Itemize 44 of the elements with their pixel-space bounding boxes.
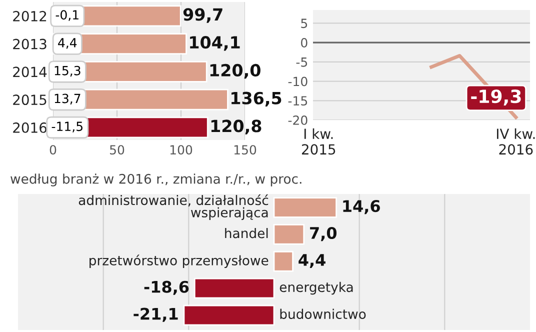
data-label: 120,8 xyxy=(211,120,262,134)
y-tick-label: 2013 xyxy=(13,38,46,50)
data-label: 99,7 xyxy=(183,8,222,23)
x-tick-label: I kw. 2015 xyxy=(302,128,336,155)
y-tick-label: 0 xyxy=(301,38,308,48)
y-tick-label: przetwórstwo przemysłowe xyxy=(90,254,268,268)
y-tick-label: 5 xyxy=(301,18,308,28)
x-tick-label: IV kw. 2016 xyxy=(496,128,535,155)
x-tick-label: 150 xyxy=(234,145,256,155)
data-label: -21,1 xyxy=(134,308,178,322)
text: -19,3 xyxy=(471,90,521,106)
data-label: 136,5 xyxy=(232,92,282,107)
annotation: -11,5 xyxy=(52,122,82,132)
x-tick-label: 100 xyxy=(170,145,192,155)
x-tick-label: 0 xyxy=(50,145,56,155)
y-tick-label: 2015 xyxy=(13,94,46,106)
x-tick-label: 50 xyxy=(110,145,124,155)
y-tick-label: -15 xyxy=(288,96,308,106)
bar xyxy=(183,304,275,326)
y-tick-label: 2016 xyxy=(13,122,47,133)
bar xyxy=(273,224,305,245)
data-label: -18,6 xyxy=(144,280,189,295)
data-label: 7,0 xyxy=(310,226,337,242)
annotation: -0,1 xyxy=(56,10,78,21)
y-tick-label: 2014 xyxy=(13,66,47,78)
chart-title: według branż w 2016 r., zmiana r./r., w proc. xyxy=(10,174,302,186)
y-tick-label: budownictwo xyxy=(280,308,366,320)
y-tick-label: -20 xyxy=(288,115,308,125)
y-tick-label: 2012 xyxy=(13,10,46,22)
y-tick-label: administrowanie, działalność wspierająca xyxy=(78,194,268,220)
y-tick-label: energetyka xyxy=(280,282,353,295)
y-tick-label: -5 xyxy=(296,58,308,67)
bar xyxy=(194,278,275,299)
bar xyxy=(273,250,294,272)
annotation: 13,7 xyxy=(54,94,80,104)
annotation: 15,3 xyxy=(54,66,80,77)
data-label: 14,6 xyxy=(343,200,380,214)
data-label: 104,1 xyxy=(190,36,240,51)
data-label: 4,4 xyxy=(298,254,326,268)
y-tick-label: handel xyxy=(225,228,268,238)
data-label: 120,0 xyxy=(210,64,260,79)
y-tick-label: -10 xyxy=(288,76,308,86)
annotation: 4,4 xyxy=(58,38,77,49)
bar xyxy=(273,197,337,218)
